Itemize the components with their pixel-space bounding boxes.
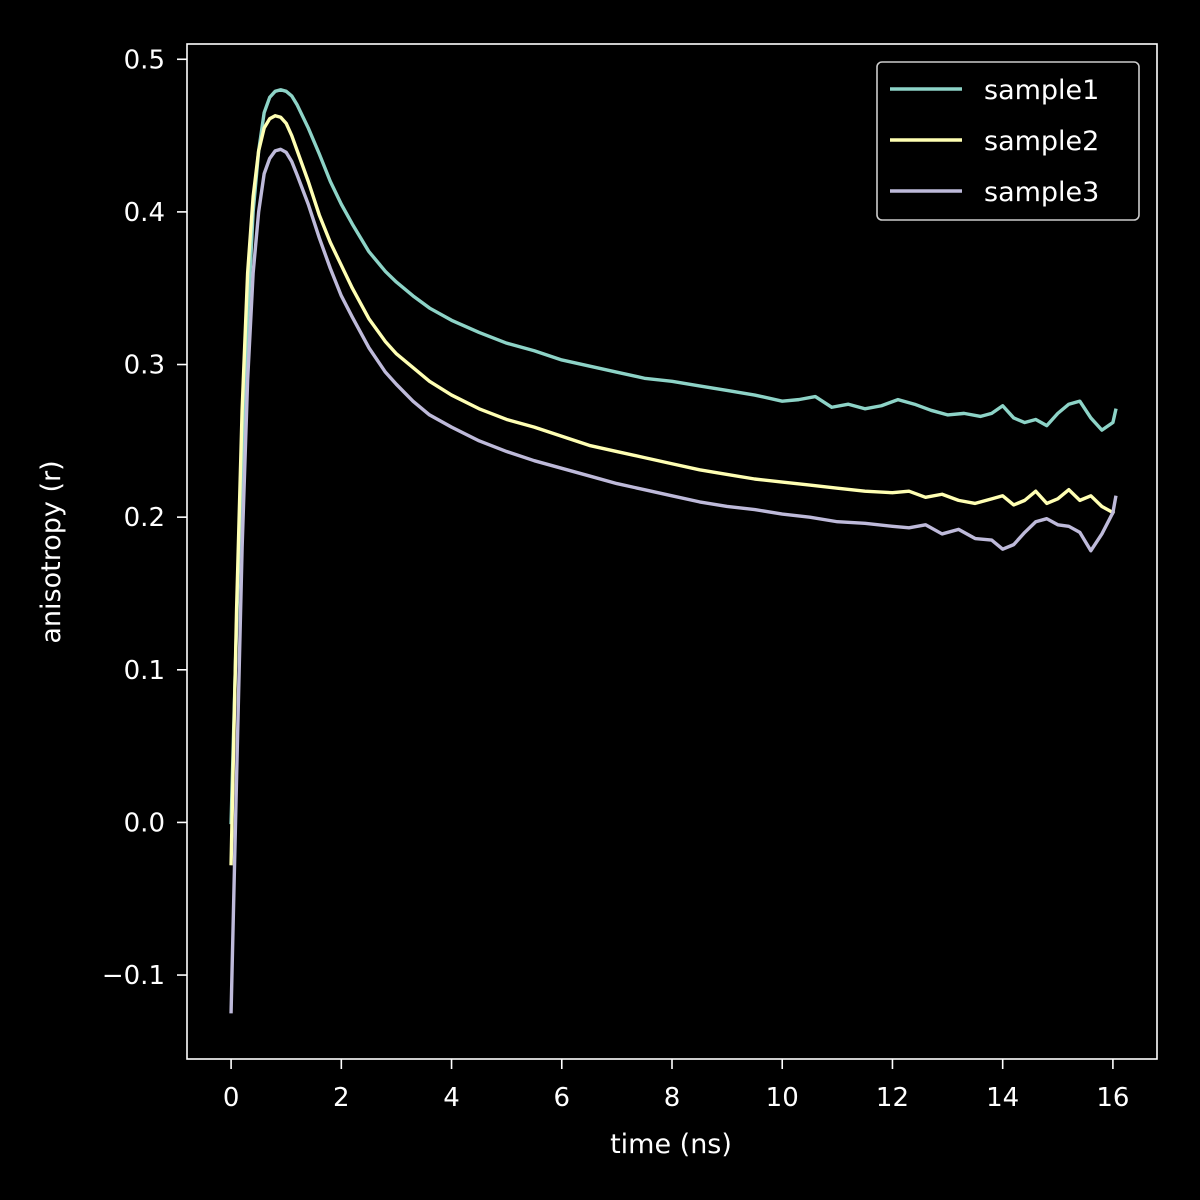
- legend-label-sample3: sample3: [984, 177, 1099, 208]
- legend-box: [876, 61, 1140, 221]
- x-tick-label: 8: [664, 1083, 681, 1113]
- x-axis-ticks: 0 2 4 6 8 10 12 14 16: [223, 1059, 1129, 1113]
- series-layer: [229, 88, 1118, 1014]
- x-tick-label: 2: [333, 1083, 350, 1113]
- x-tick-label: 6: [553, 1083, 570, 1113]
- y-tick-label: 0.4: [124, 198, 165, 228]
- legend-label-sample1: sample1: [984, 75, 1099, 106]
- x-tick-label: 4: [443, 1083, 460, 1113]
- legend-label-sample2: sample2: [984, 126, 1099, 157]
- series-line-sample1: [229, 88, 1118, 825]
- y-tick-label: 0.1: [124, 656, 165, 686]
- legend: sample1 sample2 sample3: [876, 61, 1140, 221]
- x-tick-label: 0: [223, 1083, 240, 1113]
- series-line-sample3: [229, 147, 1118, 1014]
- y-axis-ticks: −0.1 0.0 0.1 0.2 0.3 0.4 0.5: [102, 45, 187, 991]
- y-tick-label: 0.0: [124, 808, 165, 838]
- x-tick-label: 16: [1096, 1083, 1129, 1113]
- x-axis-label: time (ns): [610, 1129, 732, 1160]
- y-tick-label: 0.2: [124, 503, 165, 533]
- x-tick-label: 14: [986, 1083, 1019, 1113]
- y-tick-label: −0.1: [102, 961, 165, 991]
- y-axis-label: anisotropy (r): [36, 460, 67, 643]
- y-tick-label: 0.3: [124, 351, 165, 381]
- x-tick-label: 12: [876, 1083, 909, 1113]
- x-tick-label: 10: [766, 1083, 799, 1113]
- y-tick-label: 0.5: [124, 45, 165, 75]
- series-line-sample2: [229, 114, 1116, 866]
